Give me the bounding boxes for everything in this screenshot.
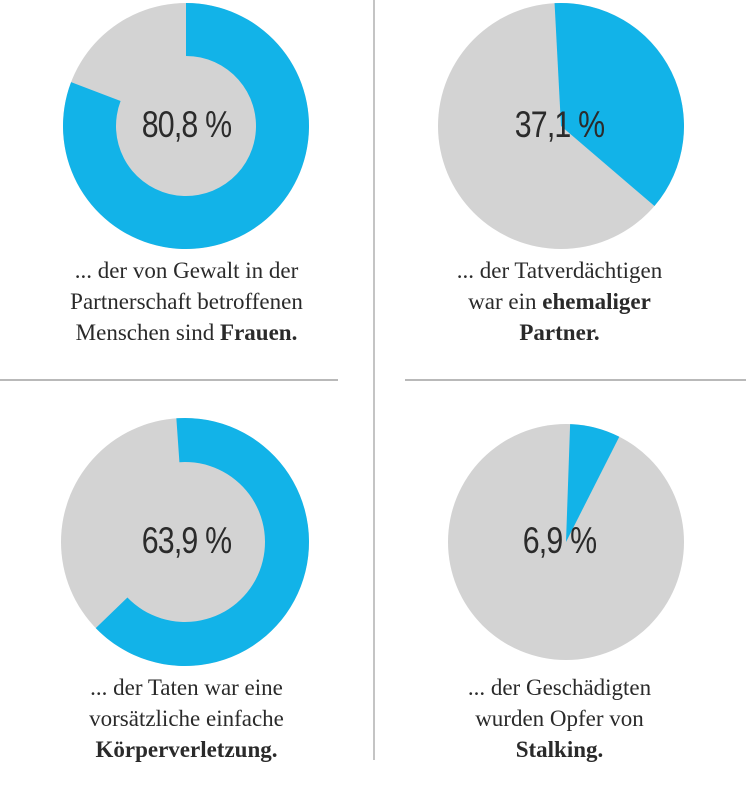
divider-horizontal-left [0,379,338,381]
donut-chart-assault [61,418,309,666]
caption-emphasis: ehemaliger [542,289,651,314]
donut-value-segment [95,418,309,666]
caption-line: Partner. [373,317,746,348]
donut-chart-ex-partner [438,3,684,249]
caption-line: Körperverletzung. [0,734,373,765]
donut-value-segment [554,3,684,206]
donut-chart-stalking [448,424,684,660]
caption-emphasis: Partner. [519,320,600,345]
panel-stalking: 6,9 % ... der Geschädigten wurden Opfer … [373,397,746,794]
caption-emphasis: Frauen. [220,320,298,345]
donut-value-segment [566,424,620,542]
donut-value-segment [63,3,309,249]
value-label-assault: 63,9 % [141,520,232,561]
caption-line: Menschen sind Frauen. [0,317,373,348]
caption-emphasis: Stalking. [515,737,604,762]
caption-emphasis: Körperverletzung. [95,737,278,762]
value-label-women: 80,8 % [141,104,232,145]
caption-line: war ein ehemaliger [373,286,746,317]
caption-stalking: ... der Geschädigten wurden Opfer von St… [373,672,746,765]
caption-line: vorsätzliche einfache [89,706,284,731]
caption-line: wurden Opfer von [475,706,644,731]
caption-line: ... der Geschädigten [467,675,652,700]
value-label-stalking: 6,9 % [522,520,597,561]
value-label-ex-partner: 37,1 % [514,104,605,145]
divider-vertical [373,0,375,760]
caption-text: Menschen sind [75,320,221,345]
caption-assault: ... der Taten war eine vorsätzliche einf… [0,672,373,765]
caption-women: ... der von Gewalt in der Partnerschaft … [0,255,373,348]
panel-women: 80,8 % ... der von Gewalt in der Partner… [0,0,373,397]
caption-text: war ein [468,289,543,314]
caption-ex-partner: ... der Tatverdächtigen war ein ehemalig… [373,255,746,348]
caption-line: Partnerschaft betroffenen [70,289,303,314]
divider-horizontal-right [405,379,746,381]
donut-chart-women [63,3,309,249]
caption-line: ... der Tatverdächtigen [456,258,663,283]
panel-ex-partner: 37,1 % ... der Tatverdächtigen war ein e… [373,0,746,397]
caption-line: ... der Taten war eine [90,675,283,700]
panel-assault: 63,9 % ... der Taten war eine vorsätzlic… [0,397,373,794]
caption-line: ... der von Gewalt in der [74,258,299,283]
caption-line: Stalking. [373,734,746,765]
